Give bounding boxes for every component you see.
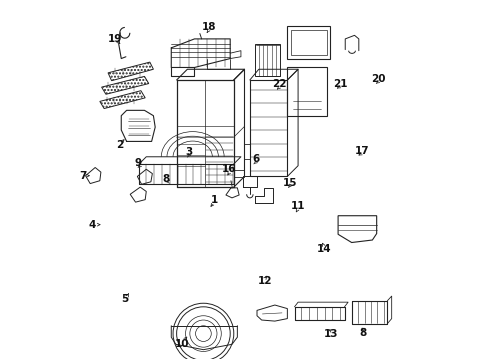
Text: 4: 4 [89, 220, 96, 230]
Text: 19: 19 [108, 34, 122, 44]
Text: 9: 9 [134, 158, 142, 168]
Text: 13: 13 [323, 329, 338, 339]
Text: 7: 7 [79, 171, 86, 181]
Text: 15: 15 [283, 178, 297, 188]
Bar [287, 67, 326, 116]
Polygon shape [108, 62, 153, 81]
Polygon shape [255, 44, 280, 76]
Text: 12: 12 [258, 276, 272, 286]
Bar [290, 30, 326, 55]
Text: 20: 20 [370, 74, 385, 84]
Text: 21: 21 [332, 78, 347, 89]
Text: 22: 22 [272, 79, 286, 89]
Text: 16: 16 [222, 163, 236, 174]
Text: 8: 8 [359, 328, 366, 338]
Text: 2: 2 [116, 140, 123, 150]
Text: 1: 1 [210, 195, 217, 204]
Text: 3: 3 [185, 147, 192, 157]
Text: 6: 6 [252, 154, 259, 164]
Bar [287, 26, 329, 59]
Polygon shape [100, 91, 145, 109]
Text: 18: 18 [201, 22, 216, 32]
Text: 10: 10 [174, 339, 189, 348]
Text: 5: 5 [121, 294, 128, 303]
Polygon shape [102, 76, 148, 94]
Text: 14: 14 [316, 244, 330, 253]
Text: 11: 11 [290, 201, 305, 211]
Text: 17: 17 [354, 146, 368, 156]
Text: 8: 8 [162, 174, 169, 184]
